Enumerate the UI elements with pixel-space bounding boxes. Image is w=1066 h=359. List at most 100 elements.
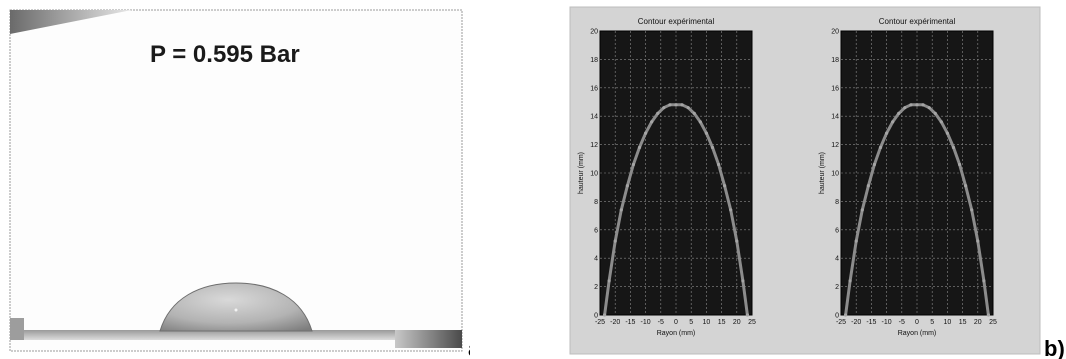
contour-point bbox=[692, 111, 696, 115]
contour-charts-panel: Contour expérimental -25 -20 -15 -10 -5 0 5 10 15… bbox=[569, 6, 1065, 359]
contour-point bbox=[680, 103, 684, 107]
x-tick-label: 10 bbox=[703, 319, 711, 326]
x-tick-label: 25 bbox=[989, 319, 997, 326]
contour-point bbox=[878, 145, 883, 150]
y-tick-label: 12 bbox=[590, 142, 598, 149]
x-tick-label: -15 bbox=[625, 319, 635, 326]
x-axis-label: Rayon (mm) bbox=[898, 330, 937, 337]
y-tick-label: 14 bbox=[831, 114, 839, 121]
droplet-highlight bbox=[234, 308, 238, 312]
droplet-photo-panel: P = 0.595 Bar a) bbox=[9, 9, 470, 359]
contour-point bbox=[921, 103, 925, 107]
contour-point bbox=[619, 208, 623, 212]
contour-point bbox=[631, 162, 636, 167]
contour-point bbox=[656, 111, 660, 115]
x-tick-label: 15 bbox=[718, 319, 726, 326]
contour-point bbox=[716, 162, 721, 167]
y-tick-label: 0 bbox=[594, 313, 598, 320]
contour-point bbox=[860, 208, 864, 212]
chart-title: Contour expérimental bbox=[638, 17, 715, 26]
contour-point bbox=[662, 106, 666, 110]
contour-point bbox=[848, 279, 852, 283]
contour-point bbox=[729, 208, 733, 212]
y-tick-label: 16 bbox=[590, 85, 598, 92]
x-tick-label: -25 bbox=[595, 319, 605, 326]
y-tick-label: 16 bbox=[831, 85, 839, 92]
y-tick-label: 20 bbox=[590, 29, 598, 36]
x-tick-label: -5 bbox=[899, 319, 905, 326]
contour-point bbox=[927, 106, 931, 110]
contour-chart-1: Contour expérimental -25 -20 -15 -10 -5 0 5 10 15… bbox=[578, 17, 756, 337]
substrate-left-edge bbox=[10, 318, 24, 340]
x-tick-label: 10 bbox=[944, 319, 952, 326]
x-tick-label: -25 bbox=[836, 319, 846, 326]
contour-point bbox=[723, 184, 727, 188]
contour-point bbox=[897, 111, 901, 115]
y-tick-label: 18 bbox=[831, 57, 839, 64]
contour-point bbox=[625, 184, 629, 188]
y-axis-label: hauteur (mm) bbox=[819, 152, 826, 194]
y-tick-label: 6 bbox=[594, 227, 598, 234]
contour-point bbox=[939, 120, 943, 124]
contour-point bbox=[602, 313, 607, 317]
contour-point bbox=[735, 239, 739, 243]
contour-point bbox=[891, 120, 895, 124]
x-tick-label: -20 bbox=[851, 319, 861, 326]
contour-point bbox=[945, 131, 950, 135]
x-tick-label: -15 bbox=[866, 319, 876, 326]
droplet bbox=[159, 282, 313, 332]
x-tick-label: -20 bbox=[610, 319, 620, 326]
contour-point bbox=[982, 279, 986, 283]
contour-point bbox=[741, 279, 745, 283]
y-tick-label: 4 bbox=[594, 256, 598, 263]
contour-point bbox=[957, 162, 962, 167]
y-tick-label: 0 bbox=[835, 313, 839, 320]
contour-point bbox=[613, 239, 617, 243]
contour-point bbox=[843, 313, 848, 317]
contour-point bbox=[976, 239, 980, 243]
contour-point bbox=[674, 103, 678, 107]
contour-point bbox=[745, 313, 750, 317]
y-tick-label: 14 bbox=[590, 114, 598, 121]
contour-point bbox=[686, 106, 690, 110]
y-tick-label: 2 bbox=[594, 284, 598, 291]
x-tick-label: -10 bbox=[641, 319, 651, 326]
photo-top-band bbox=[10, 10, 132, 34]
contour-point bbox=[698, 120, 702, 124]
substrate-right-shadow bbox=[395, 330, 462, 348]
chart-title: Contour expérimental bbox=[879, 17, 956, 26]
y-tick-label: 20 bbox=[831, 29, 839, 36]
contour-point bbox=[986, 313, 991, 317]
contour-point bbox=[909, 103, 913, 107]
x-tick-label: 25 bbox=[748, 319, 756, 326]
contour-point bbox=[951, 145, 956, 150]
contour-point bbox=[710, 145, 715, 150]
x-tick-label: 15 bbox=[959, 319, 967, 326]
y-tick-label: 2 bbox=[835, 284, 839, 291]
contour-point bbox=[872, 162, 877, 167]
pressure-label: P = 0.595 Bar bbox=[150, 41, 300, 68]
x-tick-label: 5 bbox=[689, 319, 693, 326]
y-tick-label: 8 bbox=[835, 199, 839, 206]
y-tick-label: 10 bbox=[590, 171, 598, 178]
panel-b-letter: b) bbox=[1044, 336, 1065, 359]
x-tick-label: -5 bbox=[658, 319, 664, 326]
y-tick-label: 10 bbox=[831, 171, 839, 178]
contour-point bbox=[885, 131, 889, 135]
y-tick-label: 12 bbox=[831, 142, 839, 149]
contour-point bbox=[607, 279, 611, 283]
contour-point bbox=[644, 131, 648, 135]
x-tick-label: -10 bbox=[882, 319, 892, 326]
x-tick-label: 5 bbox=[930, 319, 934, 326]
x-tick-label: 20 bbox=[974, 319, 982, 326]
x-tick-label: 0 bbox=[915, 319, 919, 326]
y-axis-label: hauteur (mm) bbox=[578, 152, 585, 194]
contour-point bbox=[704, 131, 709, 135]
contour-point bbox=[866, 184, 870, 188]
contour-point bbox=[915, 103, 919, 107]
y-tick-label: 18 bbox=[590, 57, 598, 64]
contour-point bbox=[637, 145, 642, 150]
y-tick-label: 4 bbox=[835, 256, 839, 263]
contour-point bbox=[933, 111, 937, 115]
y-tick-label: 6 bbox=[835, 227, 839, 234]
